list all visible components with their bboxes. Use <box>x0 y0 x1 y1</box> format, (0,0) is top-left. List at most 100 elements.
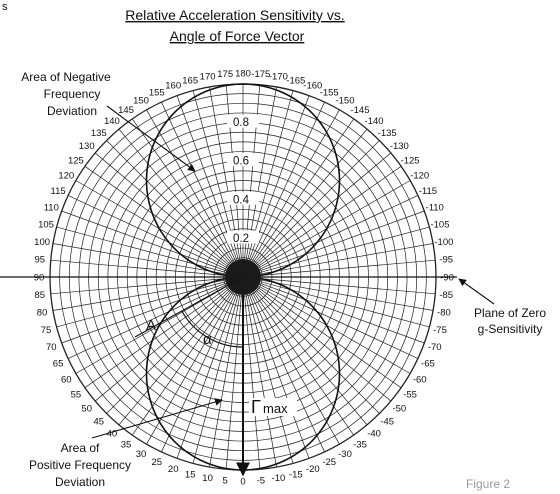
angle-tick-label: -130 <box>390 141 409 152</box>
zero-plane-annotation: Plane of Zero g-Sensitivity <box>458 278 546 336</box>
radial-tick-label: 0.6 <box>233 156 249 168</box>
angle-tick-label: 45 <box>94 417 105 428</box>
grid-spoke <box>61 210 244 278</box>
gamma-symbol: Γ <box>251 397 261 417</box>
angle-tick-label: -65 <box>421 359 435 370</box>
angle-tick-label: -105 <box>430 220 449 231</box>
angle-tick-label: 110 <box>44 203 59 214</box>
grid-spoke <box>242 166 402 278</box>
grid-spoke <box>118 276 244 426</box>
grid-spoke <box>242 109 340 278</box>
grid-spoke <box>132 276 244 436</box>
angle-tick-label: -120 <box>410 170 429 181</box>
angle-tick-label: -100 <box>434 237 453 248</box>
grid-spoke <box>209 86 244 278</box>
angle-tick-label: -150 <box>335 96 354 107</box>
angle-tick-label: -15 <box>289 469 303 480</box>
grid-spoke <box>132 118 244 278</box>
angle-tick-label: 35 <box>121 439 132 450</box>
angle-tick-label: 5 <box>223 476 228 487</box>
angle-tick-label: -40 <box>367 429 381 440</box>
negative-area-pointer <box>106 105 196 172</box>
angle-tick-label: 180 <box>235 68 251 79</box>
grid-spoke <box>242 276 425 344</box>
zero-plane-pointer <box>458 278 495 305</box>
figure-label: Figure 2 <box>466 477 510 491</box>
angle-tick-label: 135 <box>91 128 107 139</box>
positive-area-pointer <box>91 398 223 439</box>
angle-tick-label: 150 <box>133 96 149 107</box>
angle-tick-label: -55 <box>403 389 417 400</box>
grid-spoke <box>242 259 436 278</box>
grid-spoke <box>242 276 430 328</box>
gamma-max-label: Γ max <box>249 397 297 417</box>
angle-tick-label: -140 <box>365 116 384 127</box>
grid-spoke <box>242 118 354 278</box>
grid-spoke <box>242 140 380 278</box>
zero-plane-line-1: Plane of Zero <box>474 306 546 320</box>
grid-spoke <box>50 276 244 295</box>
grid-spoke <box>56 276 244 328</box>
angle-tick-label: -60 <box>413 374 427 385</box>
vector-a-label: A <box>146 317 156 334</box>
grid-spoke <box>146 276 244 445</box>
grid-spoke <box>242 276 392 402</box>
grid-spoke <box>94 276 244 402</box>
angle-tick-label: 160 <box>165 81 181 92</box>
sensitivity-curve-path <box>145 83 341 471</box>
angle-tick-label: -125 <box>401 155 420 166</box>
angle-tick-label: 130 <box>79 141 95 152</box>
angle-tick-label: -35 <box>353 439 367 450</box>
radial-label-bg <box>227 114 259 128</box>
grid-spoke <box>106 140 244 278</box>
positive-area-line-2: Positive Frequency <box>29 458 131 472</box>
angle-tick-label: -10 <box>272 473 286 484</box>
grid-spoke <box>84 166 244 278</box>
grid-spoke <box>192 90 244 278</box>
angle-tick-label: -110 <box>426 203 444 214</box>
radial-label-bg <box>227 153 259 167</box>
angle-tick-label: 165 <box>182 75 198 86</box>
grid-spoke <box>242 276 368 426</box>
grid-spoke <box>242 86 277 278</box>
grid-spoke <box>161 276 244 453</box>
angle-tick-label: 60 <box>61 374 72 385</box>
angle-tick-label: -175 <box>251 69 270 80</box>
radial-tick-label: 0.8 <box>233 117 249 129</box>
grid-spoke <box>161 101 244 278</box>
title-line-2: Angle of Force Vector <box>170 28 305 44</box>
grid-spoke <box>225 276 244 470</box>
angle-tick-label: 90 <box>34 272 45 283</box>
grid-spoke <box>242 276 419 359</box>
angle-tick-label: -115 <box>419 186 437 197</box>
angle-tick-label: -90 <box>440 272 454 283</box>
grid-spoke <box>242 210 425 278</box>
angle-tick-label: -80 <box>437 308 451 319</box>
angle-tick-label: -30 <box>338 449 352 460</box>
angle-tick-label: -165 <box>286 75 305 86</box>
angle-tick-label: 75 <box>41 325 52 336</box>
angle-tick-label: -85 <box>439 290 453 301</box>
grid-spoke <box>67 276 244 359</box>
title-line-1: Relative Acceleration Sensitivity vs. <box>125 7 344 23</box>
corner-mark: s <box>2 1 8 13</box>
radial-tick-labels: 0.2 0.4 0.6 0.8 <box>227 114 259 245</box>
angle-tick-label: -70 <box>428 342 442 353</box>
angle-tick-label: -155 <box>320 87 339 98</box>
grid-spoke <box>94 152 244 278</box>
grid-spoke <box>56 226 244 278</box>
grid-spoke <box>242 95 310 278</box>
radial-label-bg <box>227 230 259 244</box>
angle-tick-label: -160 <box>303 81 322 92</box>
angle-tick-label: -145 <box>350 105 369 116</box>
grid-spoke <box>242 226 430 278</box>
grid-spoke <box>242 128 368 278</box>
angle-tick-label: 25 <box>152 457 163 468</box>
grid-spoke <box>242 276 402 388</box>
alpha-label: α <box>203 331 212 348</box>
angle-tick-label: 70 <box>46 342 57 353</box>
angle-tick-label: 120 <box>58 170 74 181</box>
grid-spoke <box>242 276 310 459</box>
angle-tick-labels: 0 -5 -10 -15 -20-25-30-35-40-45 -50 -55 -60 -65 -… <box>34 68 454 487</box>
alpha-arc <box>181 310 244 348</box>
